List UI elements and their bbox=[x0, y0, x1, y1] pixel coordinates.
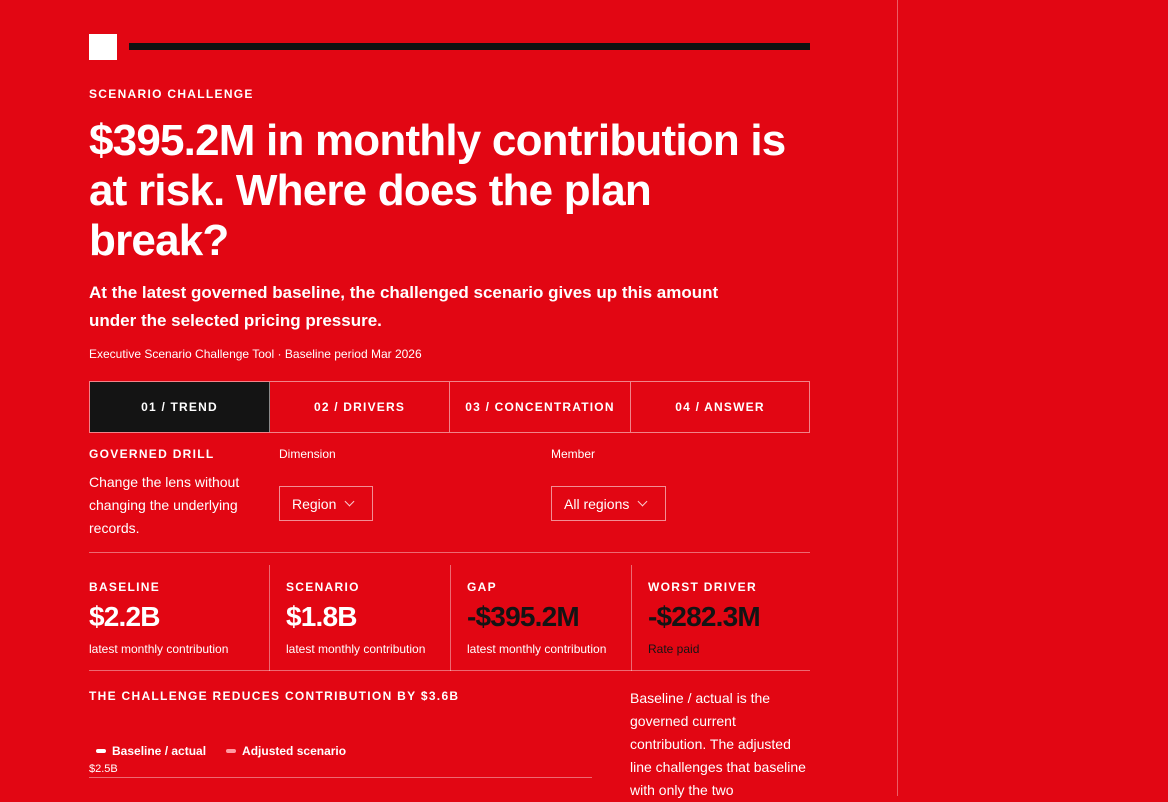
tab-concentration[interactable]: 03 / CONCENTRATION bbox=[450, 382, 631, 432]
chart-title: THE CHALLENGE REDUCES CONTRIBUTION BY $3… bbox=[89, 689, 460, 703]
drill-description: Change the lens without changing the und… bbox=[89, 474, 240, 536]
kpi-label: SCENARIO bbox=[286, 580, 360, 594]
eyebrow-label: SCENARIO CHALLENGE bbox=[89, 87, 254, 101]
kpi-caption: Rate paid bbox=[648, 642, 700, 656]
kpi-gap: GAP -$395.2M latest monthly contribution bbox=[450, 565, 631, 671]
chart-legend: Baseline / actual Adjusted scenario bbox=[96, 744, 346, 758]
kpi-label: GAP bbox=[467, 580, 497, 594]
legend-item-adjusted: Adjusted scenario bbox=[226, 744, 346, 758]
dimension-select[interactable]: Region bbox=[279, 486, 373, 521]
legend-swatch bbox=[226, 749, 237, 753]
y-tick-label: $2.5B bbox=[89, 763, 118, 775]
brand-mark bbox=[89, 34, 117, 60]
member-label: Member bbox=[551, 447, 596, 461]
dimension-value: Region bbox=[292, 495, 337, 512]
legend-swatch bbox=[96, 749, 106, 753]
member-select[interactable]: All regions bbox=[551, 486, 666, 521]
kpi-scenario: SCENARIO $1.8B latest monthly contributi… bbox=[269, 565, 450, 671]
tab-drivers[interactable]: 02 / DRIVERS bbox=[270, 382, 450, 432]
legend-label: Baseline / actual bbox=[112, 744, 207, 758]
kpi-value: -$395.2M bbox=[467, 601, 580, 632]
kpi-baseline: BASELINE $2.2B latest monthly contributi… bbox=[89, 565, 269, 671]
step-tabs: 01 / TREND 02 / DRIVERS 03 / CONCENTRATI… bbox=[89, 381, 810, 433]
kpi-value: $2.2B bbox=[89, 601, 161, 632]
page-meta: Executive Scenario Challenge Tool · Base… bbox=[89, 347, 422, 361]
scenario-panel: SCENARIO CHALLENGE $395.2M in monthly co… bbox=[89, 0, 898, 798]
kpi-caption: latest monthly contribution bbox=[286, 642, 426, 656]
chart-note: Baseline / actual is the governed curren… bbox=[630, 690, 806, 798]
divider bbox=[89, 670, 810, 671]
chevron-down-icon bbox=[344, 496, 355, 507]
tab-trend[interactable]: 01 / TREND bbox=[90, 382, 270, 432]
chart-gridline bbox=[89, 777, 592, 778]
header-rule bbox=[129, 43, 810, 50]
kpi-label: WORST DRIVER bbox=[648, 580, 757, 594]
dimension-label: Dimension bbox=[279, 447, 336, 461]
kpi-value: -$282.3M bbox=[648, 601, 761, 632]
kpi-caption: latest monthly contribution bbox=[89, 642, 229, 656]
drill-title: GOVERNED DRILL bbox=[89, 447, 215, 461]
kpi-worst-driver: WORST DRIVER -$282.3M Rate paid bbox=[631, 565, 810, 671]
kpi-row: BASELINE $2.2B latest monthly contributi… bbox=[89, 565, 810, 671]
tab-answer[interactable]: 04 / ANSWER bbox=[675, 400, 765, 414]
kpi-caption: latest monthly contribution bbox=[467, 642, 607, 656]
kpi-value: $1.8B bbox=[286, 601, 358, 632]
page-title: $395.2M in monthly contribution is at ri… bbox=[89, 116, 786, 265]
chevron-down-icon bbox=[637, 496, 648, 507]
legend-label: Adjusted scenario bbox=[242, 744, 347, 758]
divider bbox=[89, 552, 810, 553]
kpi-label: BASELINE bbox=[89, 580, 161, 594]
page-lede: At the latest governed baseline, the cha… bbox=[89, 283, 719, 330]
legend-item-baseline: Baseline / actual bbox=[96, 744, 206, 758]
member-value: All regions bbox=[564, 495, 630, 512]
